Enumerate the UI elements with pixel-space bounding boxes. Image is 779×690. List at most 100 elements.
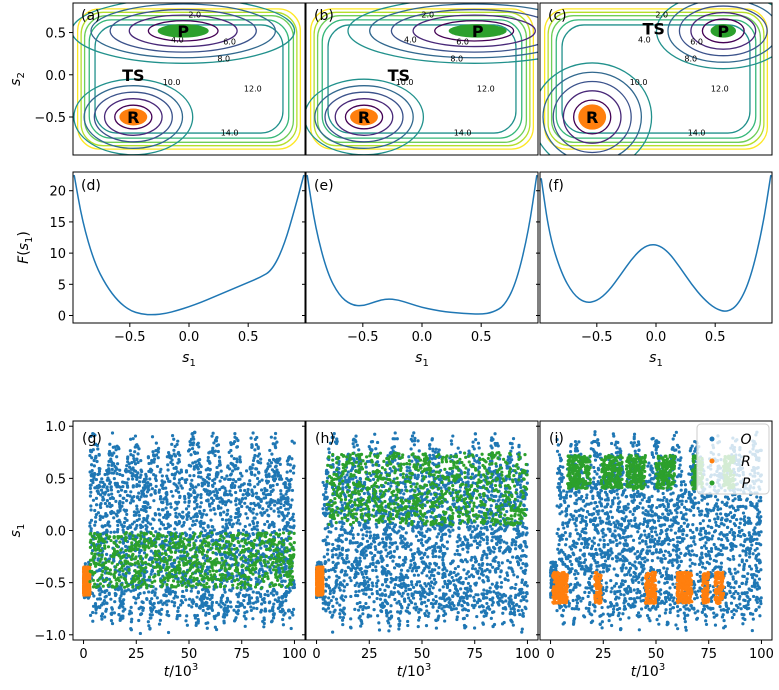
data-point-O [268, 600, 272, 604]
data-point-P [159, 566, 164, 570]
data-point-O [238, 455, 242, 459]
data-point-O [103, 501, 107, 506]
data-point-P [292, 541, 296, 545]
data-point-O [274, 464, 278, 468]
data-point-O [176, 439, 180, 443]
data-point-P [170, 537, 175, 542]
data-point-O [434, 626, 439, 630]
data-point-O [137, 447, 141, 451]
data-point-O [279, 498, 283, 502]
data-point-O [229, 493, 233, 497]
data-point-O [111, 496, 116, 501]
data-point-P [93, 531, 97, 536]
data-point-O [143, 504, 147, 509]
data-point-O [110, 621, 115, 626]
data-point-O [131, 499, 135, 503]
data-point-O [146, 578, 150, 582]
data-point-O [233, 618, 237, 622]
data-point-O [112, 611, 116, 615]
contour-ring [76, 8, 302, 150]
data-point-O [193, 613, 197, 618]
data-point-O [103, 589, 107, 593]
data-point-O [174, 500, 178, 504]
data-point-P [124, 561, 129, 566]
data-point-P [185, 570, 189, 574]
data-point-O [136, 510, 141, 514]
data-point-O [121, 501, 125, 505]
data-point-O [96, 447, 100, 451]
data-point-P [266, 560, 270, 564]
data-point-O [204, 613, 208, 617]
data-point-P [182, 537, 186, 541]
data-point-O [200, 596, 204, 600]
data-point-O [265, 589, 270, 593]
data-point-O [449, 439, 453, 443]
data-point-O [237, 485, 241, 489]
data-point-O [164, 594, 168, 598]
data-point-P [256, 549, 260, 553]
data-point-O [100, 477, 104, 481]
data-point-O [269, 435, 273, 439]
data-point-O [268, 485, 273, 489]
data-point-P [291, 553, 295, 557]
data-point-O [135, 507, 139, 511]
data-point-O [251, 532, 256, 537]
data-point-O [147, 590, 151, 594]
data-point-P [158, 555, 162, 559]
data-point-O [137, 484, 141, 488]
data-point-P [174, 574, 178, 578]
data-point-O [99, 505, 103, 510]
data-point-O [238, 501, 242, 506]
data-point-P [131, 537, 135, 541]
data-point-O [286, 511, 291, 515]
data-point-O [184, 588, 189, 592]
data-point-O [254, 443, 259, 447]
data-point-O [176, 500, 181, 504]
data-point-P [262, 559, 266, 563]
data-point-P [203, 572, 207, 576]
data-point-O [272, 612, 276, 616]
data-point-O [259, 546, 263, 550]
data-point-P [106, 583, 110, 587]
data-point-O [253, 453, 257, 458]
data-point-O [231, 469, 235, 473]
data-point-O [291, 613, 295, 617]
data-point-O [188, 534, 192, 538]
data-point-O [280, 511, 284, 516]
data-point-O [177, 457, 181, 462]
data-point-O [243, 501, 247, 505]
data-point-O [223, 503, 228, 507]
data-point-P [165, 582, 169, 587]
data-point-O [208, 597, 212, 601]
data-point-O [132, 513, 136, 517]
data-point-P [131, 585, 135, 589]
y-tick-label: −0.5 [34, 577, 66, 592]
data-point-P [264, 547, 269, 552]
data-point-O [231, 478, 236, 482]
data-point-O [114, 448, 118, 452]
data-point-O [221, 615, 225, 619]
data-point-O [90, 549, 95, 553]
contour-panel-1: 2.04.0 6.08.010.012.014.0PRTS(a)0.50.0−0.… [8, 2, 306, 156]
data-point-O [97, 469, 102, 473]
data-point-O [243, 524, 247, 529]
data-point-P [90, 569, 94, 573]
data-point-O [122, 520, 127, 525]
data-point-O [214, 487, 218, 491]
data-point-O [90, 469, 94, 473]
y-tick-label: 20 [49, 185, 66, 200]
y-tick-label: 15 [49, 216, 66, 231]
data-point-O [130, 477, 135, 481]
data-point-P [224, 532, 228, 536]
data-point-O [149, 493, 153, 497]
data-point-O [135, 523, 139, 528]
data-point-O [181, 510, 185, 514]
data-point-O [227, 450, 231, 454]
data-point-P [136, 585, 140, 590]
data-point-P [265, 540, 270, 544]
data-point-O [199, 519, 203, 523]
data-point-P [289, 536, 293, 540]
data-point-O [137, 480, 142, 484]
data-point-O [185, 623, 189, 627]
